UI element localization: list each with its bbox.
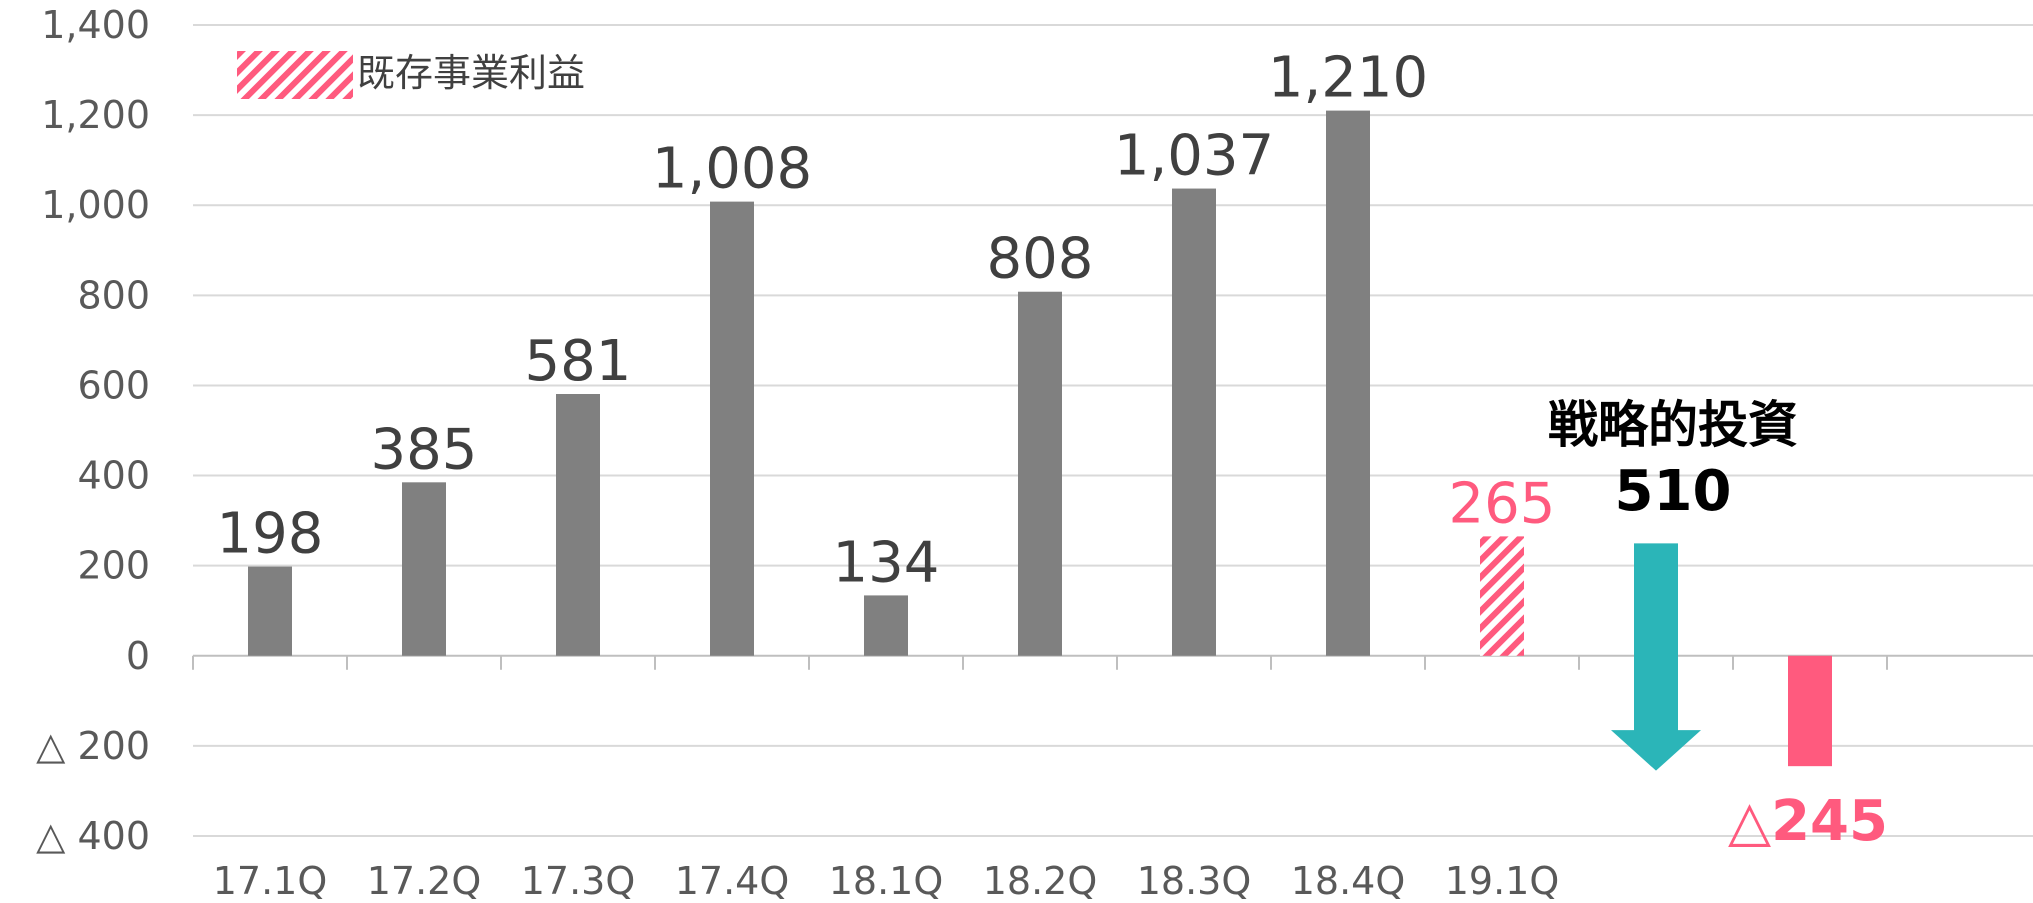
grid-lines xyxy=(193,24,2033,837)
data-labels: 198 385 581 1,008 134 808 1,037 1,210 265 xyxy=(217,46,1556,596)
x-tick-label: 17.1Q xyxy=(213,859,328,903)
bar xyxy=(1018,291,1062,656)
y-tick-label: 1,400 xyxy=(41,3,150,47)
annotations: 戦略的投資 510 △245 xyxy=(1548,396,1888,854)
result-value-label: △245 xyxy=(1728,789,1888,854)
bar xyxy=(1326,110,1370,656)
bar xyxy=(248,566,292,656)
bar-value-label: 265 xyxy=(1449,471,1556,536)
y-tick-label: △ 200 xyxy=(36,724,150,768)
strategic-investment-title: 戦略的投資 xyxy=(1548,396,1798,454)
bar xyxy=(402,482,446,656)
bar-value-label: 1,008 xyxy=(652,137,812,202)
bar xyxy=(556,394,600,656)
x-tick-label: 19.1Q xyxy=(1445,859,1560,903)
axes: 1,400 1,200 1,000 800 600 400 200 0 △ 200 △ 400 17… xyxy=(36,3,2033,903)
bar xyxy=(1172,188,1216,656)
y-tick-label: 1,000 xyxy=(41,183,150,227)
y-tick-label: 1,200 xyxy=(41,93,150,137)
bar-value-label: 1,037 xyxy=(1114,124,1274,189)
bar-value-label: 198 xyxy=(217,502,324,567)
legend-label: 既存事業利益 xyxy=(357,51,585,95)
strategic-investment-value: 510 xyxy=(1615,459,1732,524)
y-tick-label: 600 xyxy=(77,363,150,407)
y-tick-label: 400 xyxy=(77,454,150,498)
x-tick-label: 17.3Q xyxy=(521,859,636,903)
x-tick-label: 17.2Q xyxy=(367,859,482,903)
result-bar xyxy=(1788,655,1832,767)
bar xyxy=(864,595,908,656)
bars xyxy=(248,110,1832,767)
bar-value-label: 1,210 xyxy=(1268,46,1428,111)
x-tick-label: 18.2Q xyxy=(983,859,1098,903)
bar-value-label: 808 xyxy=(987,227,1094,292)
y-tick-label: 0 xyxy=(126,634,150,678)
strategic-investment-arrow xyxy=(1611,543,1701,771)
bar-value-label: 581 xyxy=(525,329,632,394)
x-tick-label: 18.1Q xyxy=(829,859,944,903)
x-tick-label: 18.4Q xyxy=(1291,859,1406,903)
bar-value-label: 134 xyxy=(833,530,940,595)
y-tick-label: 800 xyxy=(77,273,150,317)
x-tick-label: 17.4Q xyxy=(675,859,790,903)
bar xyxy=(1480,536,1524,656)
bar-value-label: 385 xyxy=(371,417,478,482)
bar xyxy=(710,201,754,656)
y-tick-label: △ 400 xyxy=(36,814,150,858)
x-tick-label: 18.3Q xyxy=(1137,859,1252,903)
legend-swatch xyxy=(237,51,353,99)
legend: 既存事業利益 xyxy=(237,51,585,99)
y-tick-label: 200 xyxy=(77,544,150,588)
